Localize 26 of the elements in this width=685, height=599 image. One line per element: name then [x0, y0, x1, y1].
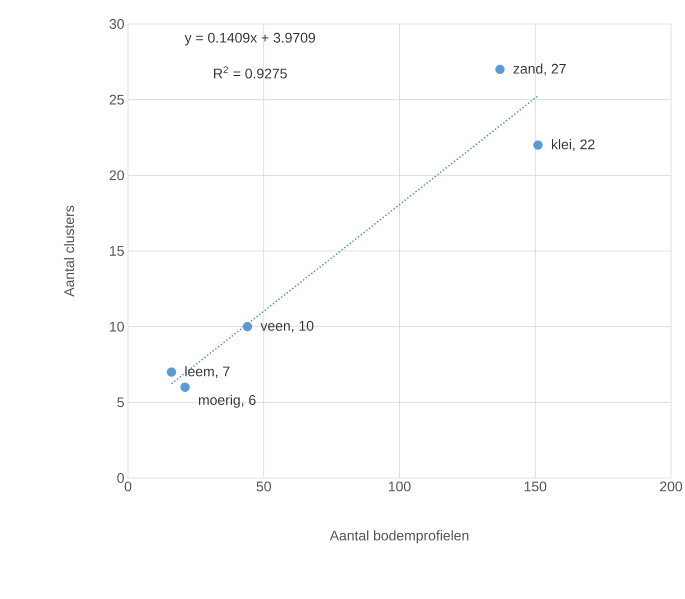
- annotation: zand, 27: [514, 63, 566, 76]
- annotation: klei, 22: [552, 139, 594, 152]
- point: [180, 382, 190, 392]
- x-tick-label: 200: [660, 482, 682, 492]
- y-axis-title: Aantal clusters: [64, 206, 74, 297]
- x-tick-label: 100: [388, 482, 411, 492]
- x-axis-title: Aantal bodemprofielen: [330, 530, 468, 544]
- x-tick-label: 50: [256, 482, 271, 492]
- x-tick-label: 0: [124, 482, 132, 492]
- x-tick-label: 150: [524, 482, 546, 492]
- y-tick-label: 20: [110, 170, 124, 180]
- y-tick-label: 5: [117, 397, 124, 408]
- point: [166, 367, 176, 377]
- annotation: y = 0.1409x + 3.9709: [184, 32, 316, 46]
- y-tick-label: 15: [110, 246, 124, 256]
- y-tick-label: 25: [110, 94, 124, 105]
- y-tick-label: 0: [117, 473, 124, 483]
- y-tick-label: 10: [110, 322, 124, 332]
- annotation: leem, 7: [185, 366, 230, 378]
- annotation: R$^{2}$ = 0.9275: [214, 66, 287, 79]
- y-tick-label: 30: [109, 19, 124, 29]
- point: [242, 322, 252, 332]
- annotation: veen, 10: [260, 320, 314, 332]
- point: [495, 64, 505, 74]
- annotation: moerig, 6: [198, 394, 256, 408]
- point: [533, 140, 543, 150]
